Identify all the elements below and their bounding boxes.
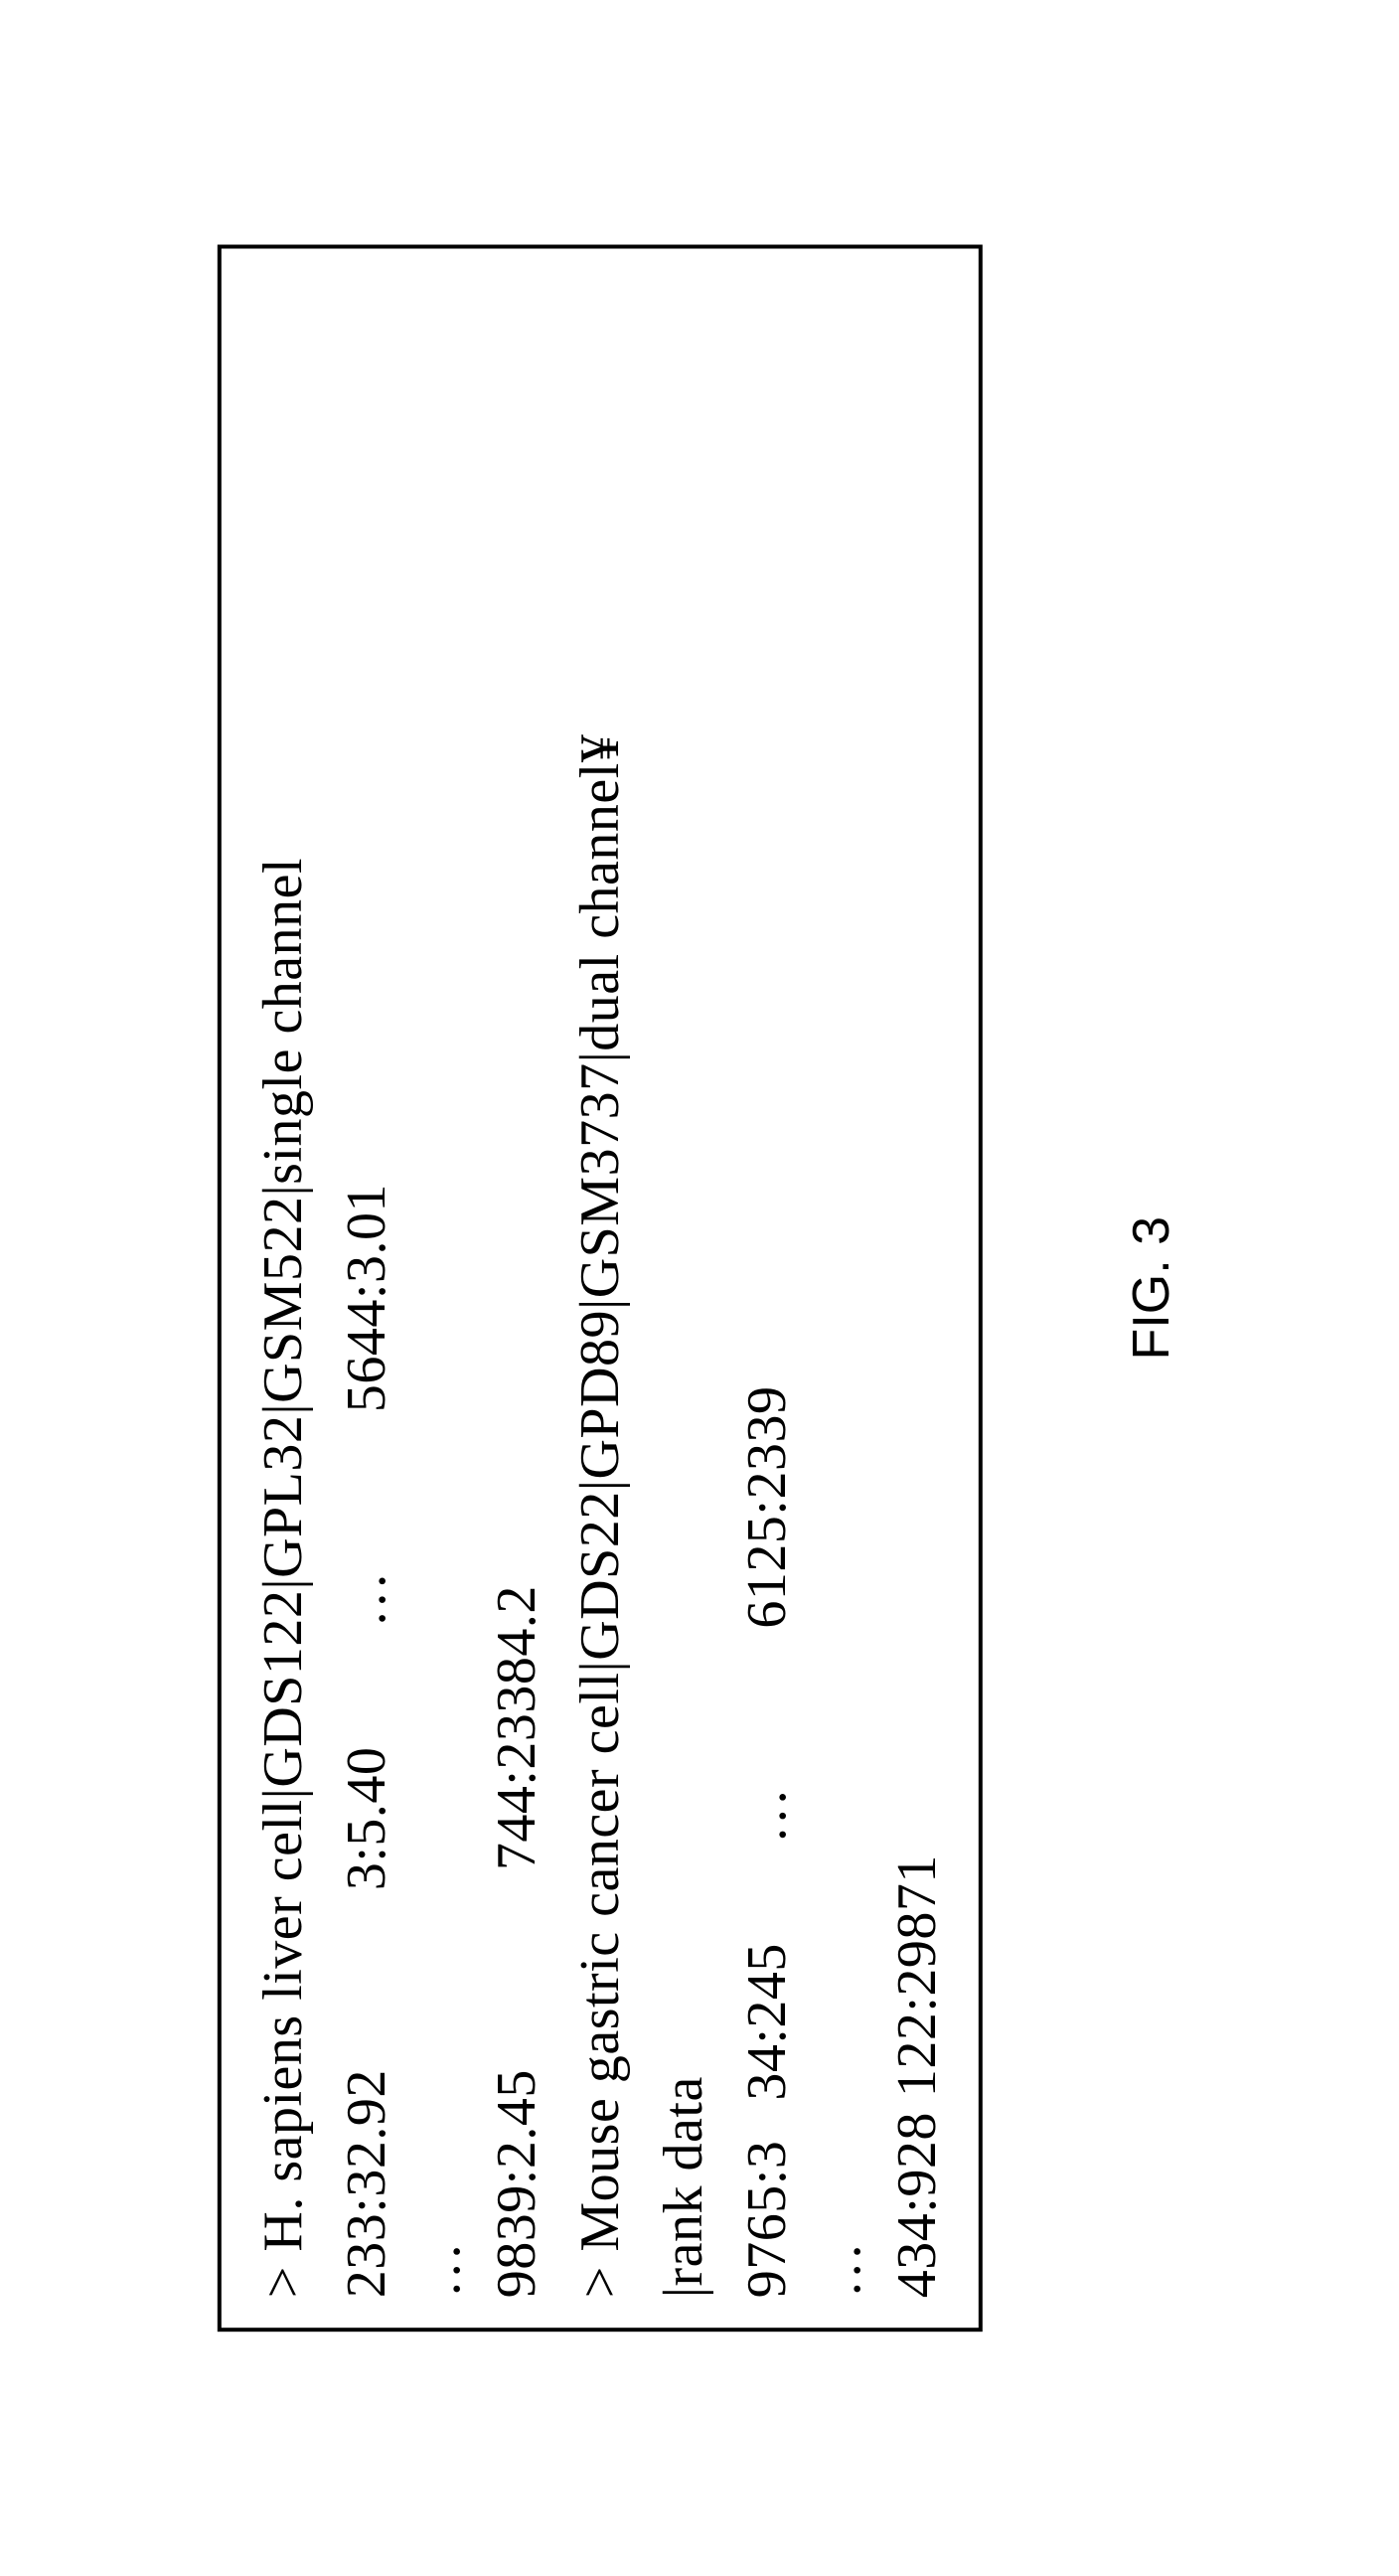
- data-value: 122:29871: [886, 1854, 948, 2097]
- data-box: > H. sapiens liver cell|GDS122|GPL32|GSM…: [218, 244, 983, 2332]
- data-value: 34:245: [736, 1943, 798, 2101]
- header-line-2: > Mouse gastric cancer cell|GDS22|GPD89|…: [558, 278, 642, 2298]
- rotated-content: > H. sapiens liver cell|GDS122|GPL32|GSM…: [218, 244, 1181, 2332]
- header-line-1: > H. sapiens liver cell|GDS122|GPL32|GSM…: [241, 278, 325, 2298]
- data-value: 9839:2.45: [486, 2069, 547, 2298]
- ellipsis-line: …: [809, 278, 875, 2298]
- data-row-2: 9839:2.45 744:23384.2: [475, 278, 558, 2298]
- data-value: 5644:3.01: [336, 1184, 397, 1412]
- rank-data-label: |rank data: [642, 278, 725, 2298]
- data-value: 3:5.40: [336, 1746, 397, 1890]
- data-value: 233:32.92: [336, 2069, 397, 2298]
- data-row-4: 434:928 122:29871: [875, 278, 959, 2298]
- data-value: 6125:2339: [736, 1385, 798, 1628]
- data-row-1: 233:32.92 3:5.40 … 5644:3.01: [325, 278, 408, 2298]
- page-container: > H. sapiens liver cell|GDS122|GPL32|GSM…: [0, 0, 1399, 2576]
- ellipsis-line: …: [408, 278, 475, 2298]
- data-value: 744:23384.2: [486, 1585, 547, 1870]
- ellipsis: …: [336, 1571, 397, 1628]
- data-value: 9765:3: [736, 2140, 798, 2298]
- ellipsis: …: [736, 1787, 798, 1844]
- data-value: 434:928: [886, 2112, 948, 2298]
- data-row-3: 9765:3 34:245 … 6125:2339: [725, 278, 809, 2298]
- figure-label: FIG. 3: [1122, 244, 1181, 2332]
